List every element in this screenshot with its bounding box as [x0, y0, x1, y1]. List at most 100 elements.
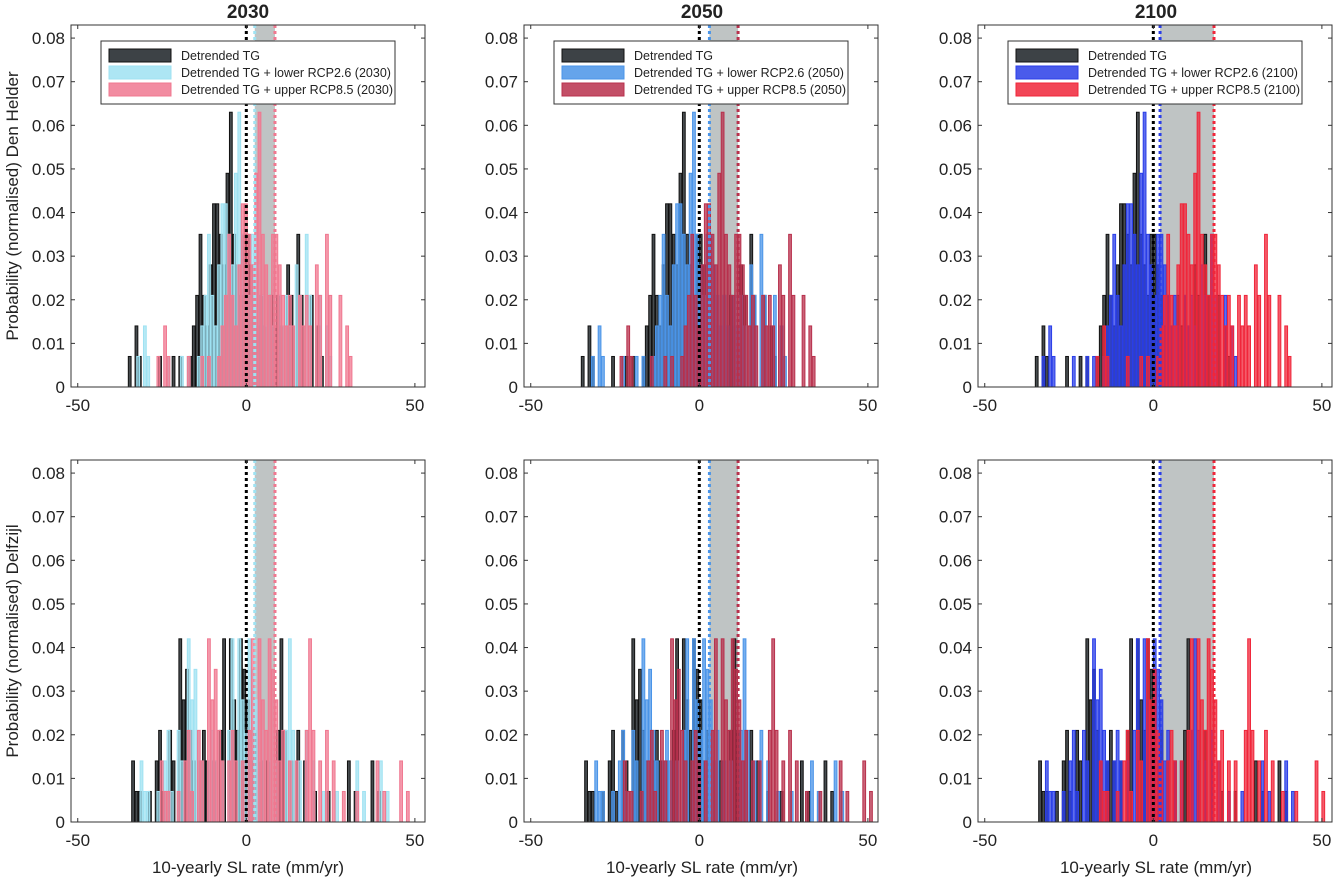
bar-upper-rcp85 [210, 699, 215, 823]
bar-upper-rcp85 [1280, 790, 1285, 823]
bar-upper-rcp85 [277, 760, 282, 823]
y-tick-label: 0.08 [939, 29, 972, 48]
bar-upper-rcp85 [710, 233, 715, 388]
xlabel-col2: 10-yearly SL rate (mm/yr) [606, 858, 798, 877]
bar-detrended-tg [131, 760, 135, 823]
bar-detrended-tg [799, 760, 804, 823]
bar-upper-rcp85 [1216, 760, 1221, 823]
bar-lower-rcp26 [146, 790, 151, 823]
y-tick-label: 0.08 [32, 29, 65, 48]
legend-swatch-upper-rcp85 [561, 82, 625, 97]
column-title-2030: 2030 [227, 2, 269, 23]
y-tick-label: 0.03 [939, 247, 972, 266]
bar-lower-rcp26 [139, 760, 144, 823]
bar-lower-rcp26 [1092, 355, 1096, 388]
bar-upper-rcp85 [788, 729, 792, 823]
bar-upper-rcp85 [399, 760, 403, 823]
bar-upper-rcp85 [747, 325, 752, 388]
y-tick-label: 0.06 [32, 116, 65, 135]
bar-upper-rcp85 [1098, 760, 1103, 823]
y-tick-label: 0.07 [939, 73, 972, 92]
y-tick-label: 0.02 [485, 726, 518, 745]
x-tick-label: 50 [1312, 831, 1331, 850]
bar-upper-rcp85 [1105, 355, 1110, 388]
bar-upper-rcp85 [1264, 233, 1268, 388]
bar-upper-rcp85 [703, 203, 708, 388]
bar-upper-rcp85 [156, 355, 161, 388]
bar-upper-rcp85 [1139, 355, 1144, 388]
bar-upper-rcp85 [720, 111, 725, 388]
bar-lower-rcp26 [590, 355, 595, 388]
bar-lower-rcp26 [1291, 790, 1295, 823]
bar-detrended-tg [1065, 355, 1069, 388]
y-tick-label: 0.06 [32, 551, 65, 570]
bar-lower-rcp26 [1142, 638, 1147, 823]
y-tick-label: 0.02 [32, 726, 65, 745]
bar-upper-rcp85 [217, 729, 221, 823]
legend-swatch-upper-rcp85 [108, 82, 172, 97]
bar-upper-rcp85 [774, 729, 779, 823]
bar-lower-rcp26 [601, 790, 605, 823]
bar-upper-rcp85 [1233, 760, 1238, 823]
bar-upper-rcp85 [1210, 668, 1214, 823]
bar-upper-rcp85 [274, 233, 279, 388]
bar-upper-rcp85 [794, 760, 799, 823]
legend: Detrended TG Detrended TG + lower RCP2.6 … [1007, 40, 1303, 105]
bar-upper-rcp85 [730, 294, 735, 388]
bar-upper-rcp85 [298, 294, 302, 388]
bar-lower-rcp26 [156, 790, 161, 823]
legend-swatch-detrended-tg [561, 48, 625, 63]
legend: Detrended TG Detrended TG + lower RCP2.6 … [553, 40, 849, 105]
bar-detrended-tg [611, 355, 615, 388]
bar-upper-rcp85 [1115, 790, 1120, 823]
bar-upper-rcp85 [325, 233, 329, 388]
bar-lower-rcp26 [291, 729, 296, 823]
panel-delfzijl-2100: 00.010.020.030.040.050.060.070.08-50 0 50 [939, 459, 1333, 850]
bar-upper-rcp85 [308, 638, 312, 823]
axes-frame [523, 459, 879, 823]
bar-upper-rcp85 [683, 760, 688, 823]
bar-upper-rcp85 [304, 729, 309, 823]
y-tick-label: 0.04 [485, 639, 518, 658]
bar-detrended-tg [191, 325, 196, 388]
bar-upper-rcp85 [781, 760, 786, 823]
panel-den_helder-2100: 00.010.020.030.040.050.060.070.08-50 0 50D… [939, 24, 1333, 415]
bar-upper-rcp85 [247, 729, 252, 823]
bar-lower-rcp26 [136, 355, 141, 388]
y-tick-label: 0.01 [939, 334, 972, 353]
bar-upper-rcp85 [700, 264, 705, 388]
bar-detrended-tg [127, 355, 132, 388]
bar-detrended-tg [587, 325, 592, 388]
y-tick-label: 0.03 [485, 247, 518, 266]
xlabel-col3: 10-yearly SL rate (mm/yr) [1060, 858, 1252, 877]
bar-upper-rcp85 [1226, 760, 1231, 823]
bar-upper-rcp85 [1166, 233, 1171, 388]
bar-detrended-tg [346, 760, 351, 823]
bar-lower-rcp26 [1142, 111, 1147, 388]
bar-lower-rcp26 [1068, 760, 1073, 823]
bar-detrended-tg [1183, 729, 1187, 823]
bar-upper-rcp85 [626, 325, 631, 388]
bar-lower-rcp26 [1193, 638, 1198, 823]
bar-upper-rcp85 [1223, 325, 1228, 388]
x-tick-label: -50 [518, 831, 543, 850]
bar-upper-rcp85 [680, 729, 685, 823]
bar-lower-rcp26 [298, 760, 302, 823]
y-tick-label: 0.07 [32, 73, 65, 92]
bar-upper-rcp85 [1230, 325, 1235, 388]
axes-frame [977, 459, 1333, 823]
bar-lower-rcp26 [833, 760, 838, 823]
bar-upper-rcp85 [1193, 172, 1198, 388]
bar-upper-rcp85 [1169, 294, 1174, 388]
bar-upper-rcp85 [1179, 760, 1184, 823]
bar-detrended-tg [1098, 325, 1103, 388]
y-tick-label: 0 [509, 813, 518, 832]
bar-upper-rcp85 [163, 790, 167, 823]
bar-upper-rcp85 [1162, 294, 1167, 388]
bar-upper-rcp85 [1253, 264, 1258, 388]
bar-upper-rcp85 [1206, 638, 1211, 823]
bar-upper-rcp85 [1257, 760, 1262, 823]
y-tick-label: 0.04 [485, 204, 518, 223]
y-tick-label: 0.01 [939, 769, 972, 788]
bar-upper-rcp85 [626, 790, 631, 823]
